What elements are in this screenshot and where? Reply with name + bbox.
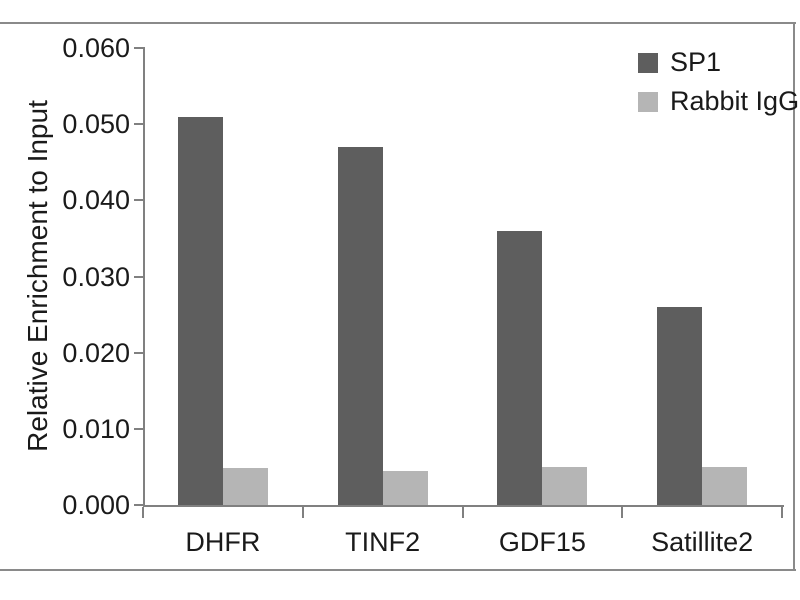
x-tick [781,507,783,518]
legend-item-sp1: SP1 [638,49,799,76]
y-tick-label: 0.050 [62,109,130,140]
bar-rabbit-igg-tinf2 [382,471,428,505]
y-tick-label: 0.040 [62,185,130,216]
figure-border-top [0,22,796,24]
x-category-label: DHFR [185,527,261,557]
y-tick-label: 0.020 [62,337,130,368]
figure-border-right [793,22,795,571]
y-tick [134,123,143,126]
y-tick [134,47,143,49]
y-axis-line [143,47,145,507]
legend-label-rabbit-igg: Rabbit IgG [670,86,800,116]
x-category-label: Satillite2 [651,527,754,557]
sp1-swatch-icon [638,52,658,73]
bar-rabbit-igg-satillite2 [702,467,748,505]
x-tick [461,507,464,518]
bar-rabbit-igg-dhfr [222,468,268,505]
rabbit-igg-swatch-icon [638,91,658,112]
y-tick-label: 0.010 [62,413,130,444]
bar-sp1-satillite2 [657,307,703,505]
y-tick-label: 0.030 [62,261,130,292]
bar-rabbit-igg-gdf15 [542,467,588,505]
bar-sp1-gdf15 [497,231,543,505]
y-tick [134,351,143,354]
y-tick [134,504,143,506]
bar-sp1-tinf2 [337,147,383,505]
y-tick-label: 0.000 [62,490,130,520]
legend-item-rabbit-igg: Rabbit IgG [638,88,799,115]
legend-label-sp1: SP1 [670,47,722,77]
figure-border-bottom [0,569,796,571]
x-axis-line [143,505,784,507]
y-tick [134,199,143,202]
y-tick-label: 0.060 [62,33,130,63]
x-category-label: GDF15 [498,527,586,557]
x-category-label: TINF2 [345,527,421,557]
y-tick [134,275,143,278]
x-tick [621,507,624,518]
x-tick [301,507,304,518]
y-tick [134,427,143,430]
x-tick [142,507,144,518]
legend: SP1 Rabbit IgG [638,49,799,115]
bar-sp1-dhfr [177,117,223,505]
